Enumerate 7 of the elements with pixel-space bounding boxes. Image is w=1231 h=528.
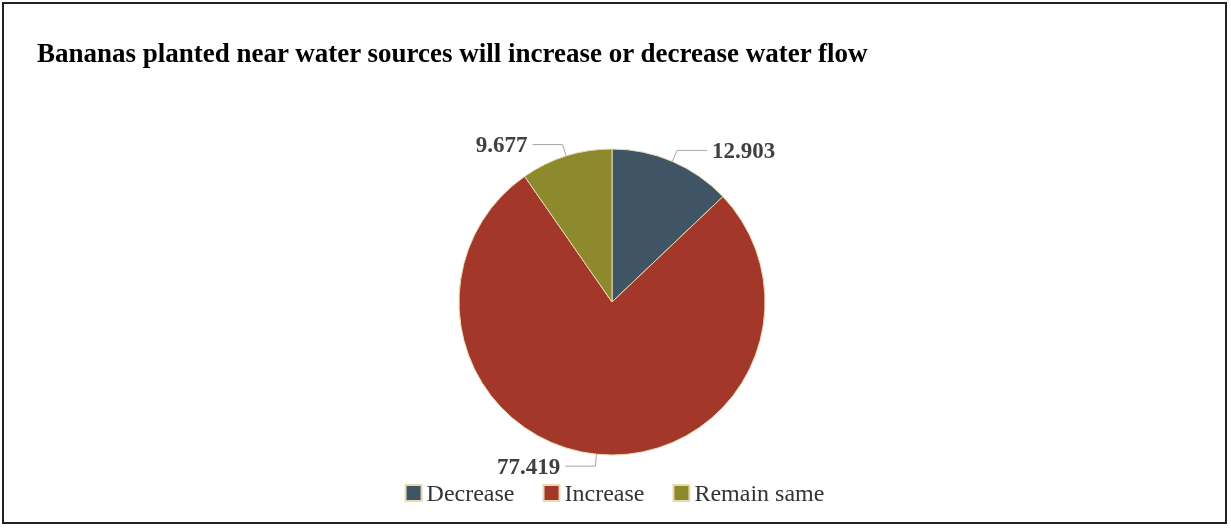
chart-title: Bananas planted near water sources will increase or decrease water flow — [37, 37, 868, 68]
data-label: 77.419 — [497, 453, 561, 479]
legend-label: Remain same — [694, 480, 825, 506]
data-label: 12.903 — [712, 137, 776, 163]
legend-label: Decrease — [426, 480, 515, 506]
legend-label: Increase — [564, 480, 645, 506]
data-label: 9.677 — [475, 132, 528, 158]
